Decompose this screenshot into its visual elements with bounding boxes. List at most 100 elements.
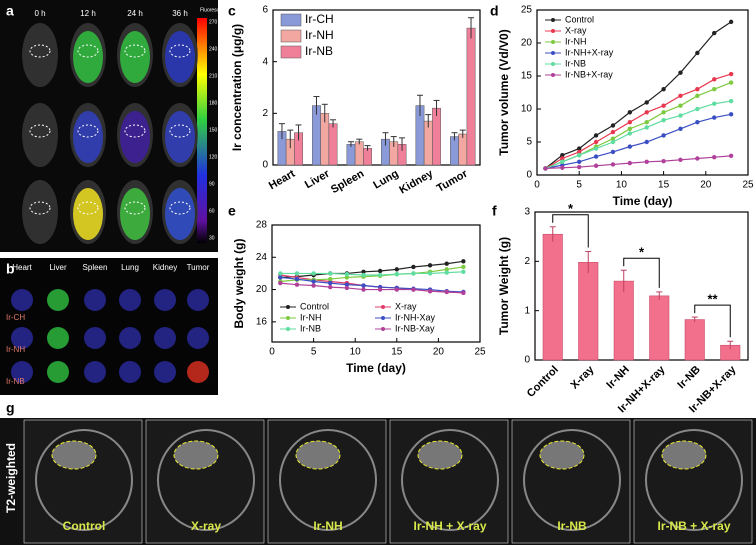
group-label: X-ray xyxy=(191,519,221,533)
roi xyxy=(124,124,146,138)
marker xyxy=(627,160,633,166)
y-tick-label: 1 xyxy=(524,305,530,316)
group-label: Ir-NH xyxy=(313,519,342,533)
y-tick-label: 3 xyxy=(524,207,530,218)
mri-frame xyxy=(511,419,631,544)
x-tick-label: Control xyxy=(525,364,561,400)
y-axis-label: Ir concentration (μg/g) xyxy=(230,24,244,151)
marker xyxy=(712,115,717,120)
mri-frame xyxy=(633,419,753,544)
marker xyxy=(444,267,449,272)
x-tick-label: 10 xyxy=(616,180,628,191)
marker xyxy=(678,70,683,75)
legend-marker xyxy=(286,305,290,309)
panel-label: g xyxy=(6,400,15,416)
marker xyxy=(427,288,433,294)
plot-frame xyxy=(536,9,749,176)
marker xyxy=(644,125,649,130)
bar xyxy=(458,133,468,166)
roi xyxy=(29,124,51,138)
legend-marker xyxy=(551,62,555,66)
legend-label: Ir-NH xyxy=(300,312,322,322)
tumor-outline xyxy=(417,440,463,470)
marker xyxy=(543,166,548,171)
x-tick-label: 15 xyxy=(391,347,403,358)
x-tick-label: 15 xyxy=(658,180,670,191)
tumor-outline xyxy=(539,440,585,470)
colorbar-tick: 210 xyxy=(209,73,218,79)
bar xyxy=(613,280,634,361)
x-tick-label: 5 xyxy=(576,180,582,191)
marker xyxy=(577,164,582,170)
y-tick-label: 20 xyxy=(256,284,268,295)
legend-swatch xyxy=(280,29,302,43)
marker xyxy=(695,120,700,125)
panel-label: b xyxy=(6,261,15,277)
marker xyxy=(577,153,582,158)
bar xyxy=(684,319,705,361)
marker xyxy=(560,159,565,164)
marker xyxy=(610,139,616,145)
mouse xyxy=(22,180,58,244)
legend-label: Ir-NB xyxy=(565,58,586,68)
x-tick-label: Spleen xyxy=(329,168,366,197)
line xyxy=(545,82,732,169)
y-tick-label: 10 xyxy=(521,104,533,115)
bar xyxy=(423,120,433,166)
y-axis-label: Tumor Weight (g) xyxy=(497,237,511,335)
marker xyxy=(311,279,316,284)
y-tick-label: 15 xyxy=(521,71,533,82)
marker xyxy=(328,280,333,286)
bar xyxy=(346,144,356,166)
organ-label: Heart xyxy=(12,263,32,272)
y-tick-label: 6 xyxy=(262,5,268,16)
marker xyxy=(593,133,599,138)
marker xyxy=(377,268,383,274)
marker xyxy=(661,133,666,138)
marker xyxy=(610,136,616,141)
significance: ** xyxy=(707,292,718,307)
legend-label: Ir-NB xyxy=(305,44,333,58)
marker xyxy=(344,272,350,277)
organ xyxy=(119,289,141,311)
legend-label: X-ray xyxy=(395,301,417,311)
legend-marker xyxy=(381,305,385,309)
colorbar xyxy=(197,18,207,243)
x-tick-label: 10 xyxy=(350,347,362,358)
marker xyxy=(560,165,565,170)
marker xyxy=(560,156,565,161)
significance: * xyxy=(639,245,645,260)
marker xyxy=(461,290,466,295)
tumor-outline xyxy=(173,440,219,470)
x-tick-label: 0 xyxy=(269,347,275,358)
time-label: 24 h xyxy=(127,9,143,18)
legend-marker xyxy=(551,18,555,22)
x-tick-label: Liver xyxy=(303,167,332,191)
significance: * xyxy=(568,201,574,216)
marker xyxy=(278,280,283,286)
organ xyxy=(84,289,106,311)
x-tick-label: 25 xyxy=(474,347,486,358)
roi xyxy=(124,201,146,215)
marker xyxy=(560,153,565,158)
x-axis-label: Time (day) xyxy=(613,194,673,208)
line xyxy=(545,21,732,169)
colorbar-tick: 30 xyxy=(209,235,215,241)
organ-label: Spleen xyxy=(83,263,108,272)
y-tick-label: 0 xyxy=(524,355,530,366)
marker xyxy=(678,157,683,163)
panel-label: e xyxy=(228,203,236,219)
group-label: Ir-CH xyxy=(6,313,25,322)
time-label: 12 h xyxy=(80,9,96,18)
marker xyxy=(627,131,633,136)
marker xyxy=(728,98,734,104)
marker xyxy=(328,276,333,282)
marker xyxy=(644,139,649,145)
organ xyxy=(47,289,69,311)
organ xyxy=(84,327,106,349)
x-tick-label: Ir-NH xyxy=(604,364,632,392)
marker xyxy=(661,103,666,108)
organ-label: Liver xyxy=(49,263,67,272)
marker xyxy=(311,271,316,276)
marker xyxy=(427,271,433,276)
